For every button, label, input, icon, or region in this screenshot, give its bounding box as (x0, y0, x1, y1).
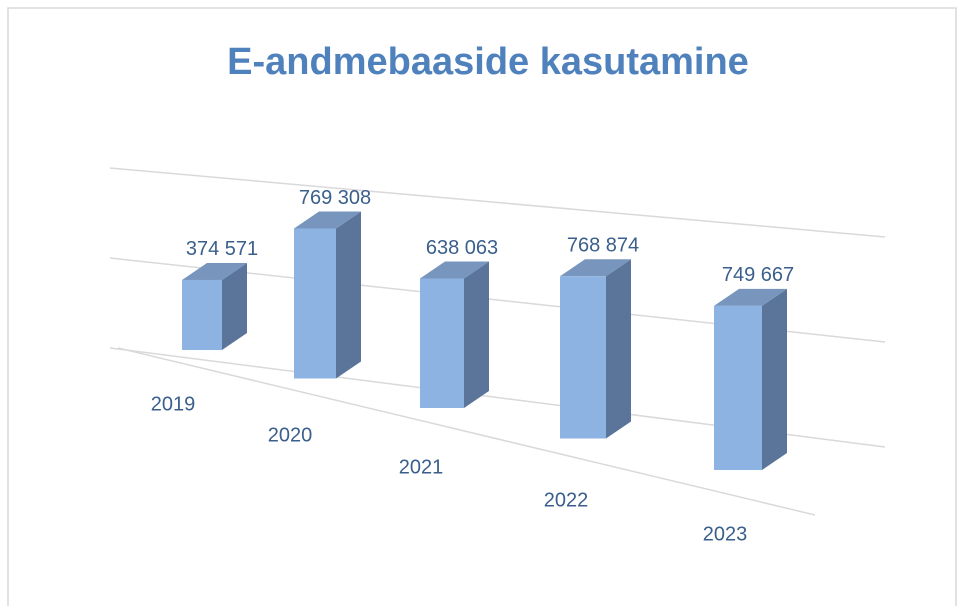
bar-top (420, 261, 489, 279)
bar-side (336, 211, 361, 379)
value-label: 768 874 (567, 235, 639, 257)
bar (182, 279, 222, 350)
bar-top (182, 262, 247, 280)
value-label: 749 667 (722, 264, 794, 286)
x-tick-label: 2022 (544, 489, 589, 511)
bar-top (294, 211, 361, 229)
bar (714, 305, 762, 470)
value-label: 638 063 (426, 237, 498, 259)
bar-side (222, 262, 247, 350)
bar-side (606, 259, 631, 439)
bar (294, 228, 336, 379)
value-label: 374 571 (186, 238, 258, 260)
x-tick-label: 2020 (268, 424, 313, 446)
bar-side (762, 288, 787, 470)
value-label: 769 308 (299, 187, 371, 209)
bar (420, 278, 464, 408)
bar-top (560, 259, 631, 277)
chart-title: E-andmebaaside kasutamine (227, 41, 749, 83)
grid-line (109, 167, 886, 238)
bar-side (464, 261, 489, 408)
x-tick-label: 2023 (703, 523, 748, 545)
bar-top (714, 288, 787, 306)
bar (560, 276, 606, 439)
floor-edge (117, 347, 816, 516)
x-tick-label: 2019 (151, 393, 196, 415)
x-tick-label: 2021 (399, 456, 444, 478)
